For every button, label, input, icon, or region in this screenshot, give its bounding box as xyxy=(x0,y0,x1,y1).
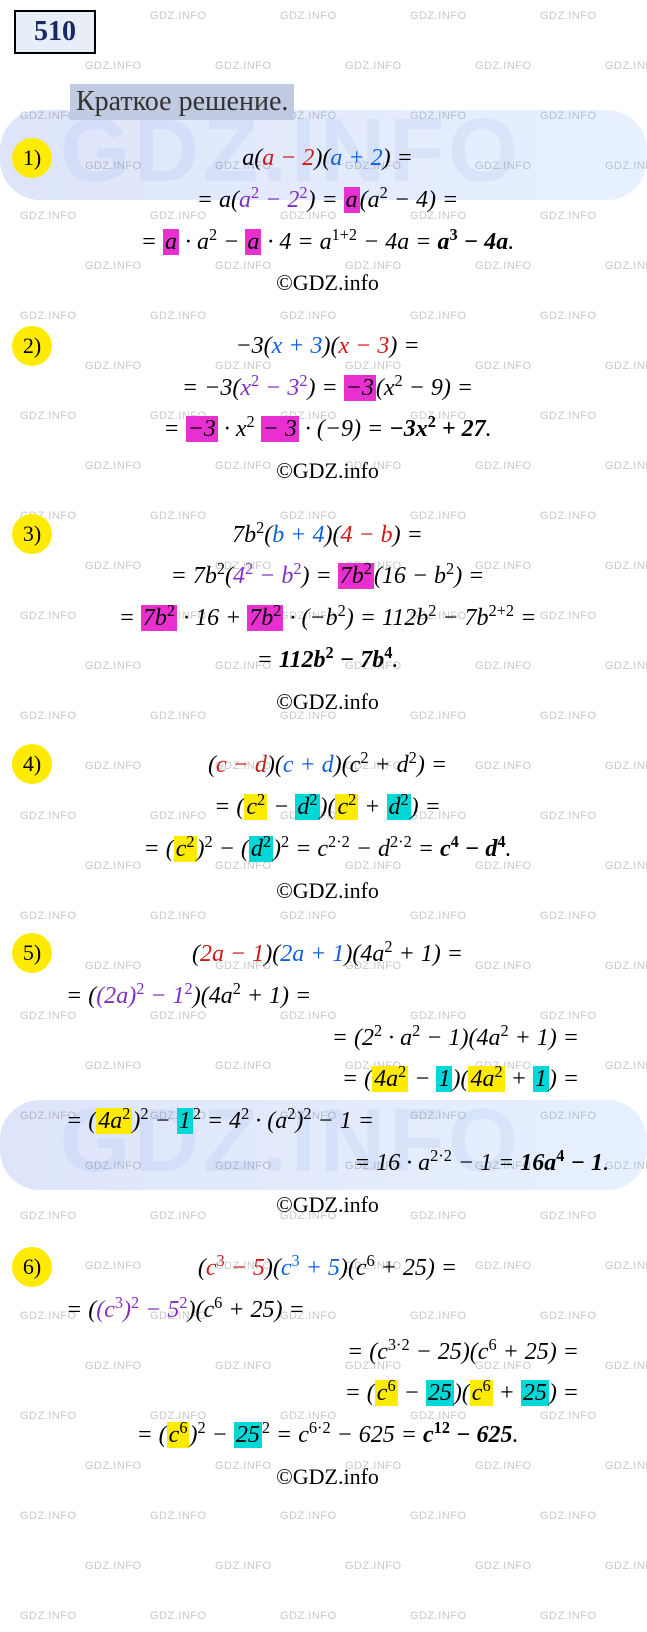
math-1: a(a − 2)(a + 2) = = a(a2 − 22) = a(a2 − … xyxy=(16,138,639,302)
math-4: (c − d)(c + d)(c2 + d2) = = (c2 − d2)(c2… xyxy=(16,744,639,909)
item-number-2: 2) xyxy=(12,326,52,366)
item-number-3: 3) xyxy=(12,514,52,554)
copyright-4: ©GDZ.info xyxy=(16,872,639,909)
item-number-4: 4) xyxy=(12,744,52,784)
math-5: (2a − 1)(2a + 1)(4a2 + 1) = = ((2a)2 − 1… xyxy=(16,933,639,1223)
item-number-5: 5) xyxy=(12,933,52,973)
problem-3: 3) 7b2(b + 4)(4 − b) = = 7b2(42 − b2) = … xyxy=(8,514,639,721)
problem-number-box: 510 xyxy=(14,10,96,54)
copyright-2: ©GDZ.info xyxy=(16,452,639,489)
math-6: (c3 − 5)(c3 + 5)(c6 + 25) = = ((c3)2 − 5… xyxy=(16,1247,639,1495)
problem-2: 2) −3(x + 3)(x − 3) = = −3(x2 − 32) = −3… xyxy=(8,326,639,490)
content: 510 Краткое решение. 1) a(a − 2)(a + 2) … xyxy=(0,0,647,1539)
item-number-6: 6) xyxy=(12,1247,52,1287)
page-title: Краткое решение. xyxy=(70,84,294,120)
copyright-1: ©GDZ.info xyxy=(16,264,639,301)
copyright-6: ©GDZ.info xyxy=(16,1458,639,1495)
item-number-1: 1) xyxy=(12,138,52,178)
problem-1: 1) a(a − 2)(a + 2) = = a(a2 − 22) = a(a2… xyxy=(8,138,639,302)
problem-5: 5) (2a − 1)(2a + 1)(4a2 + 1) = = ((2a)2 … xyxy=(8,933,639,1223)
copyright-3: ©GDZ.info xyxy=(16,683,639,720)
problem-6: 6) (c3 − 5)(c3 + 5)(c6 + 25) = = ((c3)2 … xyxy=(8,1247,639,1495)
problem-4: 4) (c − d)(c + d)(c2 + d2) = = (c2 − d2)… xyxy=(8,744,639,909)
copyright-5: ©GDZ.info xyxy=(16,1186,639,1223)
math-2: −3(x + 3)(x − 3) = = −3(x2 − 32) = −3(x2… xyxy=(16,326,639,490)
math-3: 7b2(b + 4)(4 − b) = = 7b2(42 − b2) = 7b2… xyxy=(16,514,639,721)
